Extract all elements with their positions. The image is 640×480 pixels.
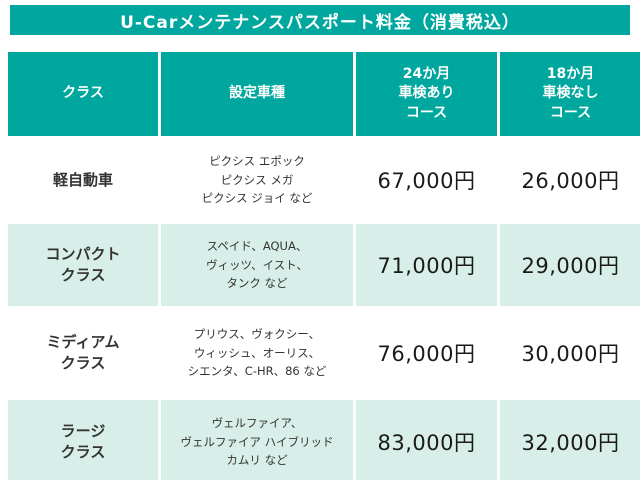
table-row-price-18-cell: 26,000円 [500, 139, 640, 221]
header-cell-18month-course: 18か月 車検なし コース [500, 52, 640, 136]
table-row-class-cell: ラージ クラス [8, 400, 158, 480]
header-cell-class: クラス [8, 52, 158, 136]
page-title-banner: U-Carメンテナンスパスポート料金（消費税込） [10, 5, 630, 35]
table-row-price-18-cell: 32,000円 [500, 400, 640, 480]
table-row-models-cell: ヴェルファイア、 ヴェルファイア ハイブリッド カムリ など [161, 400, 353, 480]
table-row-class-cell: 軽自動車 [8, 139, 158, 221]
table-row-price-24-cell: 71,000円 [356, 224, 497, 306]
table-row-price-18-cell: 30,000円 [500, 309, 640, 397]
header-cell-models: 設定車種 [161, 52, 353, 136]
page-title: U-Carメンテナンスパスポート料金（消費税込） [120, 12, 520, 33]
table-row-price-18-cell: 29,000円 [500, 224, 640, 306]
table-row-price-24-cell: 67,000円 [356, 139, 497, 221]
table-row-price-24-cell: 76,000円 [356, 309, 497, 397]
price-table: クラス 設定車種 24か月 車検あり コース 18か月 車検なし コース 軽自動… [8, 52, 640, 480]
table-row-class-cell: コンパクト クラス [8, 224, 158, 306]
header-cell-24month-course: 24か月 車検あり コース [356, 52, 497, 136]
table-row-models-cell: プリウス、ヴォクシー、 ウィッシュ、オーリス、 シエンタ、C-HR、86 など [161, 309, 353, 397]
table-row-price-24-cell: 83,000円 [356, 400, 497, 480]
table-row-models-cell: スペイド、AQUA、 ヴィッツ、イスト、 タンク など [161, 224, 353, 306]
table-row-models-cell: ピクシス エポック ピクシス メガ ピクシス ジョイ など [161, 139, 353, 221]
table-row-class-cell: ミディアム クラス [8, 309, 158, 397]
